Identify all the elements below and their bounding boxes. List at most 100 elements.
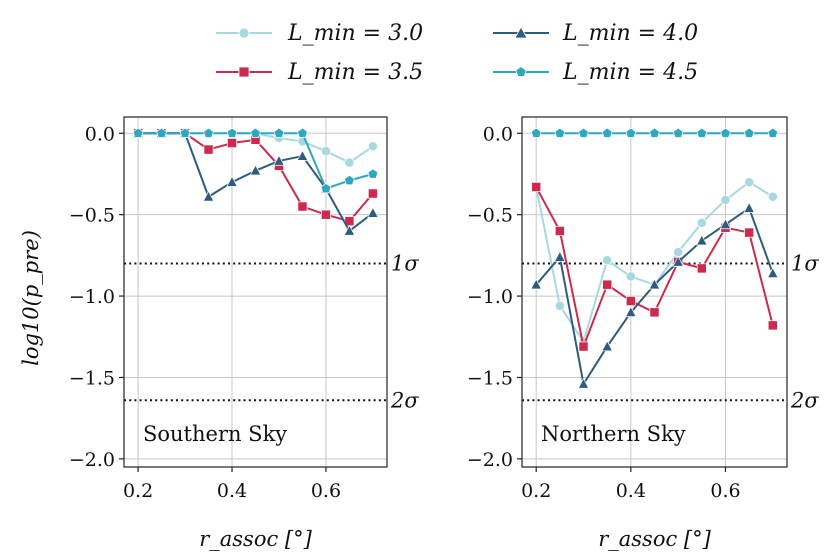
legend-label-l30: L_min = 3.0 <box>287 21 423 46</box>
data-point-l45 <box>367 168 379 179</box>
data-point-l30 <box>767 191 778 202</box>
y-tick-label: −1.0 <box>467 286 513 308</box>
data-point-l35 <box>602 279 613 290</box>
data-point-l45 <box>554 127 566 138</box>
data-point-l40 <box>226 175 238 187</box>
data-point-l40 <box>625 306 637 317</box>
panel-northern-sky: 1σ 2σ 0.2 0.4 0.6 0.0 −0.5 −1.0 −1.5 −2.0 Northern… <box>467 116 819 551</box>
data-point-l45 <box>672 127 684 138</box>
data-point-l30 <box>367 141 378 152</box>
y-tick-label: 0.0 <box>85 123 115 145</box>
legend-entry-l40: L_min = 4.0 <box>493 21 698 46</box>
legend-marker-l40 <box>514 26 528 39</box>
data-point-l45 <box>273 127 285 138</box>
legend-entry-l35: L_min = 3.5 <box>216 60 423 85</box>
data-point-l40 <box>767 267 779 278</box>
data-point-l40 <box>601 340 613 352</box>
data-point-l35 <box>578 341 589 352</box>
sigma-label-2: 2σ <box>390 388 419 412</box>
data-point-l30 <box>554 300 565 311</box>
legend-marker-l35 <box>238 66 250 78</box>
data-point-l35 <box>554 226 565 236</box>
x-axis-title: r_assoc [°] <box>598 527 711 551</box>
data-point-l45 <box>203 127 214 138</box>
data-point-l30 <box>696 217 707 228</box>
data-point-l45 <box>132 127 144 138</box>
panel-title: Southern Sky <box>143 422 287 446</box>
legend-marker-l45 <box>515 66 527 77</box>
data-point-l45 <box>743 127 755 138</box>
legend-entry-l30: L_min = 3.0 <box>216 21 423 46</box>
data-point-l30 <box>602 255 613 266</box>
data-point-l40 <box>202 190 215 202</box>
sigma-label-1: 1σ <box>791 252 819 276</box>
data-point-l45 <box>156 127 167 138</box>
data-point-l35 <box>320 209 331 220</box>
legend-entry-l45: L_min = 4.5 <box>493 60 698 85</box>
data-point-l45 <box>625 127 637 138</box>
data-point-l35 <box>227 138 237 148</box>
y-tick-label: −2.0 <box>69 449 115 471</box>
data-point-l40 <box>530 278 542 290</box>
data-point-l35 <box>367 188 378 199</box>
data-point-l40 <box>273 154 285 166</box>
data-point-l45 <box>530 127 542 138</box>
data-point-l45 <box>226 127 238 138</box>
sigma-label-1: 1σ <box>391 252 419 276</box>
data-point-l30 <box>744 177 755 188</box>
data-point-l40 <box>367 206 379 218</box>
data-point-l45 <box>344 174 355 186</box>
grid <box>522 117 787 467</box>
data-point-l45 <box>767 127 779 138</box>
data-point-l45 <box>696 127 708 138</box>
y-tick-label: −0.5 <box>467 205 513 227</box>
y-tick-label: −0.5 <box>69 205 115 227</box>
data-point-l30 <box>320 146 331 157</box>
data-point-l45 <box>297 127 308 138</box>
data-point-l35 <box>203 144 214 155</box>
plot-frame <box>123 116 388 468</box>
data-point-l40 <box>249 164 262 176</box>
legend-label-l40: L_min = 4.0 <box>562 21 698 46</box>
y-tick-label: −1.0 <box>69 286 115 308</box>
sigma-label-2: 2σ <box>790 388 819 412</box>
data-point-l35 <box>744 227 755 238</box>
data-point-l45 <box>320 182 332 194</box>
data-point-l45 <box>179 127 191 138</box>
y-tick-label: −2.0 <box>467 449 513 471</box>
data-point-l30 <box>720 195 731 205</box>
panel-southern-sky: 1σ 2σ 0.2 0.4 0.6 0.0 −0.5 −1.0 −1.5 −2.0 Southern… <box>69 116 419 551</box>
x-tick-label: 0.6 <box>710 480 740 502</box>
grid <box>124 117 387 467</box>
y-tick-label: −1.5 <box>467 367 513 389</box>
data-point-l40 <box>554 250 566 262</box>
x-tick-label: 0.2 <box>521 480 551 502</box>
data-point-l30 <box>673 247 684 258</box>
legend-label-l45: L_min = 4.5 <box>562 60 698 85</box>
x-tick-label: 0.4 <box>217 480 247 502</box>
y-tick-label: 0.0 <box>483 123 513 145</box>
data-point-l45 <box>649 127 660 138</box>
y-tick-label: −1.5 <box>69 367 115 389</box>
series-line-l40 <box>138 132 374 232</box>
data-point-l40 <box>672 255 684 267</box>
x-axis-title: r_assoc [°] <box>199 527 312 551</box>
x-tick-label: 0.2 <box>123 480 153 502</box>
data-point-l35 <box>297 201 308 212</box>
data-point-l35 <box>531 182 542 192</box>
data-point-l40 <box>577 377 590 389</box>
data-point-l40 <box>696 234 708 246</box>
panel-title: Northern Sky <box>541 422 686 446</box>
data-point-l35 <box>625 296 636 306</box>
data-point-l35 <box>649 307 660 318</box>
legend-label-l35: L_min = 3.5 <box>287 60 423 85</box>
data-point-l45 <box>601 127 613 138</box>
x-tick-label: 0.4 <box>616 480 646 502</box>
data-point-l35 <box>767 320 778 331</box>
x-tick-label: 0.6 <box>311 480 341 502</box>
y-axis-title: log10(p_pre) <box>19 230 43 366</box>
data-point-l40 <box>648 278 661 290</box>
data-point-l40 <box>719 218 732 230</box>
data-point-l45 <box>720 127 731 138</box>
